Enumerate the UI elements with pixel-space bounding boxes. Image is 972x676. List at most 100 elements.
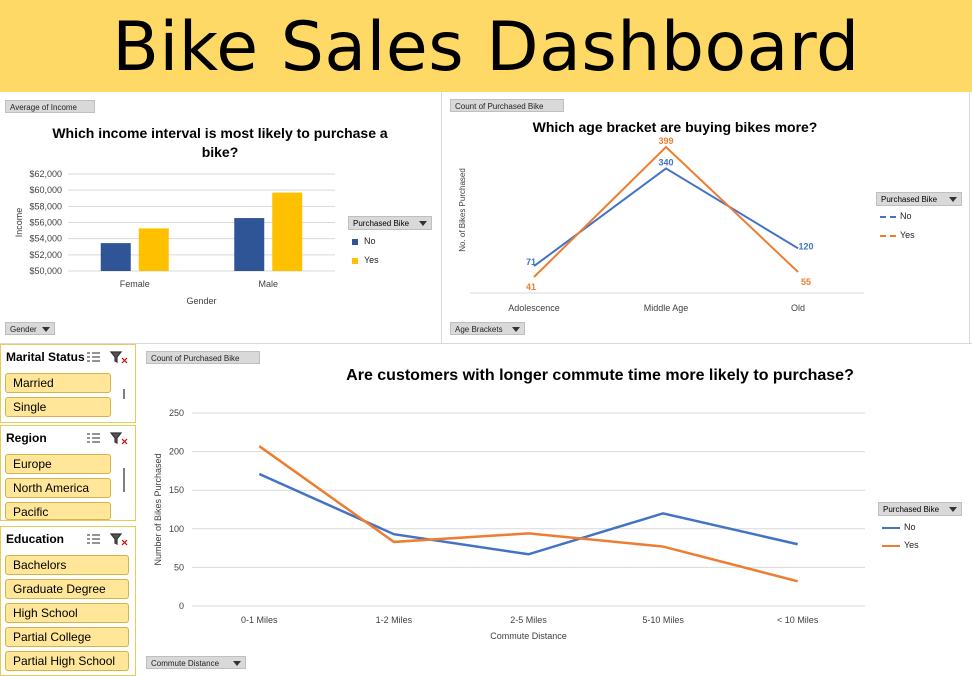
age-xtick-label: Adolescence — [508, 303, 560, 313]
slicer-item-partial-high-school[interactable]: Partial High School — [5, 651, 129, 671]
age-axis-field-button[interactable]: Age Brackets — [450, 322, 525, 335]
commute-ytick-label: 200 — [169, 447, 184, 457]
income-bar-yes — [272, 192, 303, 271]
commute-xtick-label: 2-5 Miles — [510, 615, 547, 625]
age-data-label-no: 120 — [798, 241, 813, 251]
slicer-item-north-america[interactable]: North America — [5, 478, 111, 498]
income-ytick-label: $56,000 — [29, 218, 62, 228]
income-value-field-button[interactable]: Average of Income — [5, 100, 95, 113]
chevron-down-icon — [233, 661, 241, 666]
income-bar-yes — [138, 228, 169, 271]
age-legend-no-label: No — [900, 211, 912, 221]
slicer-education: Education Bachelors Graduate Degree High… — [0, 526, 136, 676]
legend-line-no — [882, 526, 900, 529]
income-bar-chart: $62,000 $60,000 $58,000 $56,000 $54,000 $52,0… — [14, 169, 335, 306]
commute-chart-title: Are customers with longer commute time m… — [346, 367, 854, 384]
clear-filter-icon — [109, 533, 128, 546]
income-chart-title: Which income interval is most likely to … — [52, 125, 388, 160]
age-legend-yes-label: Yes — [900, 230, 915, 240]
income-axis-field-label: Gender — [10, 325, 37, 334]
slicer-item-bachelors[interactable]: Bachelors — [5, 555, 129, 575]
commute-line-no — [258, 472, 798, 556]
multi-select-icon[interactable] — [85, 532, 129, 546]
age-data-label-yes: 399 — [658, 136, 673, 146]
age-line-no — [533, 167, 799, 267]
commute-ytick-label: 150 — [169, 485, 184, 495]
commute-line-chart: 250 200 150 100 50 0 0-1 Miles 1-2 Miles 2-5 Mil… — [153, 408, 865, 641]
dashboard-title: Bike Sales Dashboard — [112, 8, 860, 87]
commute-ytick-label: 100 — [169, 524, 184, 534]
slicer-marital-status: Marital Status Married Single — [0, 344, 136, 423]
commute-ytick-label: 50 — [174, 562, 184, 572]
slicer-marital-scrollbar[interactable] — [123, 389, 125, 399]
age-data-label-yes: 41 — [526, 282, 536, 292]
slicer-item-europe[interactable]: Europe — [5, 454, 111, 474]
multi-select-icon-glyph — [87, 534, 100, 544]
multi-select-icon-glyph — [87, 433, 100, 443]
commute-xtick-label: 0-1 Miles — [241, 615, 278, 625]
income-ytick-label: $54,000 — [29, 234, 62, 244]
age-value-field-button[interactable]: Count of Purchased Bike — [450, 99, 564, 112]
slicer-item-married[interactable]: Married — [5, 373, 111, 393]
commute-yaxis-title: Number of Bikes Purchased — [153, 453, 163, 565]
age-legend-yes: Yes — [880, 230, 915, 240]
income-legend-yes-label: Yes — [364, 255, 379, 265]
income-legend-no: No — [352, 236, 376, 246]
commute-legend-yes: Yes — [882, 540, 919, 550]
age-data-label-no: 340 — [658, 157, 673, 167]
commute-legend-filter[interactable]: Purchased Bike — [878, 502, 962, 516]
divider-right-edge — [969, 92, 970, 343]
commute-line-yes — [258, 445, 799, 583]
slicer-item-high-school[interactable]: High School — [5, 603, 129, 623]
age-data-label-no: 71 — [526, 257, 536, 267]
slicer-marital-title: Marital Status — [6, 350, 85, 364]
income-legend-title: Purchased Bike — [353, 219, 410, 228]
legend-line-no — [880, 215, 896, 218]
slicer-item-pacific[interactable]: Pacific — [5, 502, 111, 520]
age-line-chart: 71 340 120 41 399 55 Adolescence Middle Age Old N… — [458, 136, 864, 313]
commute-axis-field-button[interactable]: Commute Distance — [146, 656, 246, 669]
legend-swatch-no — [352, 238, 358, 245]
age-data-label-yes: 55 — [801, 277, 811, 287]
income-ytick-label: $50,000 — [29, 266, 62, 276]
income-ytick-label: $58,000 — [29, 201, 62, 211]
commute-xtick-label: < 10 Miles — [777, 615, 819, 625]
age-chart-title: Which age bracket are buying bikes more? — [532, 119, 818, 135]
income-ytick-label: $62,000 — [29, 169, 62, 179]
chevron-down-icon — [949, 507, 957, 512]
commute-legend-yes-label: Yes — [904, 540, 919, 550]
age-xtick-label: Middle Age — [644, 303, 689, 313]
commute-legend-title: Purchased Bike — [883, 505, 940, 514]
income-ytick-label: $52,000 — [29, 250, 62, 260]
legend-line-yes — [880, 234, 896, 237]
slicer-item-graduate-degree[interactable]: Graduate Degree — [5, 579, 129, 599]
commute-xtick-label: 1-2 Miles — [376, 615, 413, 625]
commute-ytick-label: 250 — [169, 408, 184, 418]
income-legend-filter[interactable]: Purchased Bike — [348, 216, 432, 230]
slicer-education-title: Education — [6, 532, 65, 546]
slicer-item-partial-college[interactable]: Partial College — [5, 627, 129, 647]
income-ytick-label: $60,000 — [29, 185, 62, 195]
multi-select-icon-glyph — [87, 352, 100, 362]
slicer-region-scrollbar[interactable] — [123, 468, 125, 492]
divider-horizontal — [0, 343, 972, 344]
multi-select-icon[interactable] — [85, 350, 129, 364]
commute-value-field-button[interactable]: Count of Purchased Bike — [146, 351, 260, 364]
chevron-down-icon — [512, 327, 520, 332]
income-bar-no — [100, 243, 131, 271]
slicer-region-title: Region — [6, 431, 47, 445]
income-axis-field-button[interactable]: Gender — [5, 322, 55, 335]
age-legend-no: No — [880, 211, 912, 221]
income-legend-yes: Yes — [352, 255, 379, 265]
multi-select-icon[interactable] — [85, 431, 129, 445]
clear-filter-icon — [109, 432, 128, 445]
chevron-down-icon — [419, 221, 427, 226]
commute-xtick-label: 5-10 Miles — [642, 615, 684, 625]
age-legend-filter[interactable]: Purchased Bike — [876, 192, 962, 206]
income-xtick-label: Male — [258, 279, 278, 289]
slicer-item-single[interactable]: Single — [5, 397, 111, 417]
clear-filter-icon — [109, 351, 128, 364]
age-legend-title: Purchased Bike — [881, 195, 938, 204]
income-legend-no-label: No — [364, 236, 376, 246]
slicer-region: Region Europe North America Pacific — [0, 425, 136, 521]
